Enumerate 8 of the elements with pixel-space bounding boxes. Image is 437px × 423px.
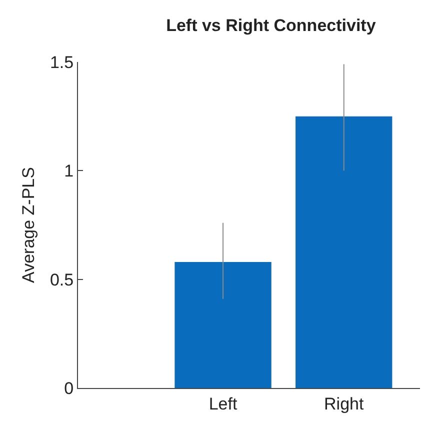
y-axis-title: Average Z-PLS	[19, 167, 38, 283]
y-tick-label: 1.5	[50, 52, 74, 72]
x-tick-label: Right	[324, 394, 364, 414]
y-tick-label: 0.5	[50, 270, 74, 290]
y-tick-label: 1	[64, 162, 74, 181]
x-tick-label: Left	[208, 394, 238, 414]
chart-title: Left vs Right Connectivity	[166, 16, 376, 35]
y-tick-label: 0	[64, 378, 74, 398]
